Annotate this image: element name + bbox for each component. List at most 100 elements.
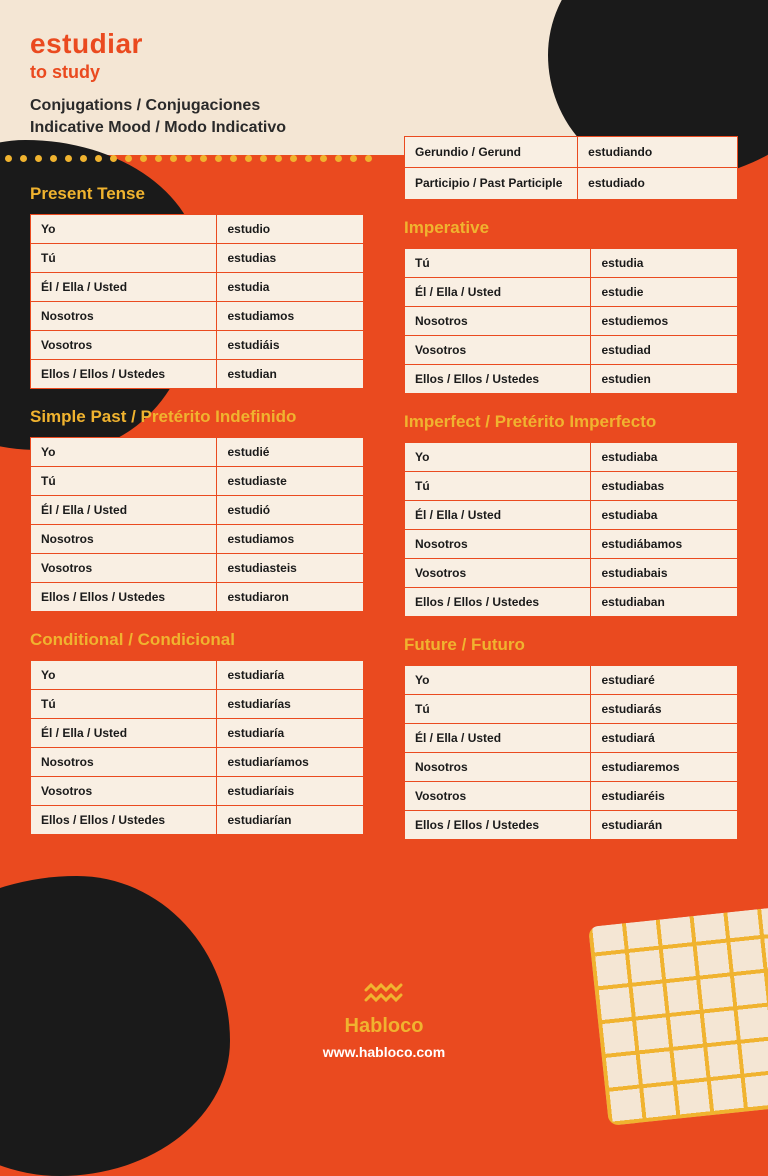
table-simple-past: YoestudiéTúestudiasteÉl / Ella / Ustedes… <box>30 437 364 612</box>
conjugation-cell: estudiarías <box>217 690 364 719</box>
pronoun-cell: Él / Ella / Usted <box>405 277 591 306</box>
conjugation-cell: estudiará <box>591 723 738 752</box>
conjugation-cell: estudiaba <box>591 500 738 529</box>
table-row: Nosotrosestudiaríamos <box>31 748 364 777</box>
conjugation-cell: estudiaría <box>217 719 364 748</box>
pronoun-cell: Yo <box>405 442 591 471</box>
pronoun-cell: Nosotros <box>31 302 217 331</box>
table-row: Él / Ella / Ustedestudiaba <box>405 500 738 529</box>
conjugation-cell: estudiabas <box>591 471 738 500</box>
table-row: Ellos / Ellos / Ustedesestudiaron <box>31 583 364 612</box>
table-row: Yoestudié <box>31 438 364 467</box>
conjugation-cell: estudió <box>217 496 364 525</box>
pronoun-cell: Vosotros <box>31 777 217 806</box>
logo-icon <box>0 981 768 1013</box>
pronoun-cell: Él / Ella / Usted <box>31 273 217 302</box>
conjugation-cell: estudiamos <box>217 302 364 331</box>
conjugation-cell: estudiaste <box>217 467 364 496</box>
tense-title-simple-past: Simple Past / Pretérito Indefinido <box>30 407 364 427</box>
conjugation-cell: estudié <box>217 438 364 467</box>
pronoun-cell: Nosotros <box>405 306 591 335</box>
brand-name: Habloco <box>0 1015 768 1038</box>
conjugation-cell: estudian <box>217 360 364 389</box>
table-nonfinite: Gerundio / Gerund estudiando Participio … <box>404 136 738 199</box>
table-row: Yoestudiaba <box>405 442 738 471</box>
pronoun-cell: Ellos / Ellos / Ustedes <box>31 583 217 612</box>
conjugation-cell: estudien <box>591 364 738 393</box>
table-future: YoestudiaréTúestudiarásÉl / Ella / Usted… <box>404 665 738 840</box>
table-row: Nosotrosestudiamos <box>31 302 364 331</box>
page-subtitle: Conjugations / Conjugaciones Indicative … <box>30 95 738 138</box>
conjugation-cell: estudias <box>217 244 364 273</box>
footer: Habloco www.habloco.com <box>0 981 768 1060</box>
conjugation-cell: estudie <box>591 277 738 306</box>
table-row: Vosotrosestudiáis <box>31 331 364 360</box>
table-present: YoestudioTúestudiasÉl / Ella / Ustedestu… <box>30 214 364 389</box>
pronoun-cell: Vosotros <box>405 781 591 810</box>
pronoun-cell: Tú <box>31 467 217 496</box>
subtitle-line: Indicative Mood / Modo Indicativo <box>30 117 738 139</box>
table-row: Ellos / Ellos / Ustedesestudiaban <box>405 587 738 616</box>
pronoun-cell: Ellos / Ellos / Ustedes <box>405 810 591 839</box>
conjugation-cell: estudiad <box>591 335 738 364</box>
conjugation-cell: estudio <box>217 215 364 244</box>
conjugation-cell: estudiaréis <box>591 781 738 810</box>
form-label: Participio / Past Participle <box>405 168 578 199</box>
table-imperative: TúestudiaÉl / Ella / UstedestudieNosotro… <box>404 248 738 394</box>
conjugation-cell: estudiabais <box>591 558 738 587</box>
table-row: Ellos / Ellos / Ustedesestudiarían <box>31 806 364 835</box>
table-row: Nosotrosestudiemos <box>405 306 738 335</box>
pronoun-cell: Ellos / Ellos / Ustedes <box>31 360 217 389</box>
left-column: Present Tense YoestudioTúestudiasÉl / El… <box>30 148 364 839</box>
conjugation-cell: estudiaron <box>217 583 364 612</box>
table-row: Gerundio / Gerund estudiando <box>405 137 738 168</box>
verb-translation: to study <box>30 62 738 83</box>
pronoun-cell: Él / Ella / Usted <box>31 719 217 748</box>
table-row: Vosotrosestudiabais <box>405 558 738 587</box>
table-row: Nosotrosestudiábamos <box>405 529 738 558</box>
pronoun-cell: Tú <box>31 244 217 273</box>
conjugation-cell: estudiaba <box>591 442 738 471</box>
table-row: Él / Ella / Ustedestudió <box>31 496 364 525</box>
conjugation-cell: estudiaré <box>591 665 738 694</box>
tense-title-conditional: Conditional / Condicional <box>30 630 364 650</box>
form-value: estudiado <box>578 168 738 199</box>
pronoun-cell: Ellos / Ellos / Ustedes <box>405 364 591 393</box>
pronoun-cell: Vosotros <box>31 331 217 360</box>
table-row: Ellos / Ellos / Ustedesestudiarán <box>405 810 738 839</box>
tense-title-imperative: Imperative <box>404 218 738 238</box>
table-row: Yoestudiaré <box>405 665 738 694</box>
pronoun-cell: Nosotros <box>31 525 217 554</box>
table-row: Vosotrosestudiasteis <box>31 554 364 583</box>
conjugation-cell: estudiasteis <box>217 554 364 583</box>
pronoun-cell: Tú <box>405 694 591 723</box>
table-row: Túestudiaste <box>31 467 364 496</box>
pronoun-cell: Tú <box>31 690 217 719</box>
table-row: Vosotrosestudiaríais <box>31 777 364 806</box>
table-row: Ellos / Ellos / Ustedesestudien <box>405 364 738 393</box>
conjugation-cell: estudiaríamos <box>217 748 364 777</box>
conjugation-cell: estudiábamos <box>591 529 738 558</box>
table-conditional: YoestudiaríaTúestudiaríasÉl / Ella / Ust… <box>30 660 364 835</box>
table-row: Él / Ella / Ustedestudia <box>31 273 364 302</box>
conjugation-cell: estudiarás <box>591 694 738 723</box>
table-row: Túestudiabas <box>405 471 738 500</box>
pronoun-cell: Ellos / Ellos / Ustedes <box>31 806 217 835</box>
tense-title-imperfect: Imperfect / Pretérito Imperfecto <box>404 412 738 432</box>
right-column: Gerundio / Gerund estudiando Participio … <box>404 136 738 839</box>
pronoun-cell: Tú <box>405 248 591 277</box>
conjugation-cell: estudiaremos <box>591 752 738 781</box>
table-row: Nosotrosestudiamos <box>31 525 364 554</box>
table-row: Vosotrosestudiad <box>405 335 738 364</box>
table-row: Vosotrosestudiaréis <box>405 781 738 810</box>
subtitle-line: Conjugations / Conjugaciones <box>30 95 738 117</box>
tense-title-present: Present Tense <box>30 184 364 204</box>
table-imperfect: YoestudiabaTúestudiabasÉl / Ella / Usted… <box>404 442 738 617</box>
conjugation-cell: estudiarán <box>591 810 738 839</box>
conjugation-cell: estudia <box>217 273 364 302</box>
form-label: Gerundio / Gerund <box>405 137 578 168</box>
tense-title-future: Future / Futuro <box>404 635 738 655</box>
pronoun-cell: Yo <box>31 661 217 690</box>
table-row: Yoestudio <box>31 215 364 244</box>
table-row: Túestudiarías <box>31 690 364 719</box>
